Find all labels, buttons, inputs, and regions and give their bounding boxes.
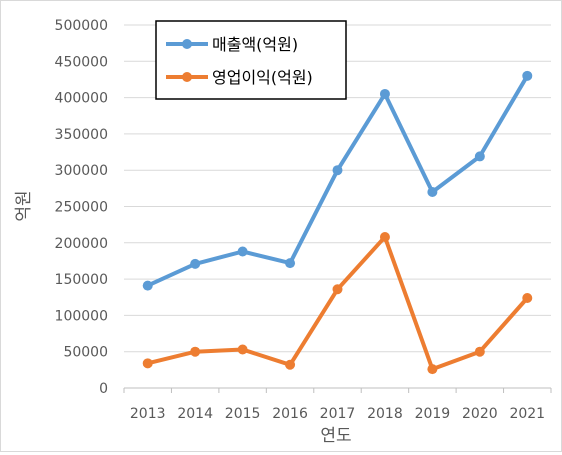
y-tick-label: 250000 (55, 200, 108, 216)
y-tick-label: 150000 (55, 272, 108, 288)
x-tick-label: 2015 (225, 406, 261, 422)
y-tick-label: 50000 (63, 345, 108, 361)
x-tick-label: 2020 (462, 406, 498, 422)
data-point (190, 258, 201, 269)
data-point (522, 292, 533, 303)
x-tick-label: 2018 (367, 406, 403, 422)
axes: 0 50000 100000 150000 200000 250000 300000 3500… (55, 18, 552, 422)
y-tick-label: 400000 (55, 91, 108, 107)
legend-marker-revenue (182, 39, 192, 49)
data-point (142, 358, 153, 369)
data-point (522, 70, 533, 81)
data-point (237, 246, 248, 257)
data-point (285, 258, 296, 269)
data-point (332, 165, 343, 176)
x-tick-label: 2013 (130, 406, 166, 422)
data-point (474, 346, 485, 357)
x-axis-title: 연도 (320, 426, 351, 446)
y-tick-label: 200000 (55, 236, 108, 252)
series-line-1 (147, 235, 529, 372)
data-point (427, 186, 438, 197)
x-tick-label: 2017 (320, 406, 356, 422)
data-point (379, 231, 390, 242)
legend: 매출액(억원) 영업이익(억원) (155, 20, 347, 100)
data-point (142, 280, 153, 291)
legend-box (155, 20, 347, 100)
y-tick-label: 450000 (55, 54, 108, 70)
data-point (379, 88, 390, 99)
data-point (332, 284, 343, 295)
legend-marker-operating-profit (182, 72, 192, 82)
legend-label-revenue: 매출액(억원) (212, 35, 298, 54)
x-tick-label: 2016 (272, 406, 308, 422)
y-tick-label: 100000 (55, 308, 108, 324)
y-tick-label: 300000 (55, 163, 108, 179)
y-tick-label: 350000 (55, 127, 108, 143)
x-tick-label: 2014 (177, 406, 213, 422)
series-group (142, 70, 533, 375)
data-point (190, 346, 201, 357)
legend-label-operating-profit: 영업이익(억원) (212, 68, 313, 87)
y-tick-label: 500000 (55, 18, 108, 34)
data-point (427, 364, 438, 375)
data-point (237, 344, 248, 355)
y-tick-label: 0 (99, 381, 108, 397)
data-point (474, 151, 485, 162)
data-point (285, 359, 296, 370)
x-tick-label: 2019 (415, 406, 451, 422)
series-line-0 (146, 74, 530, 288)
x-tick-label: 2021 (509, 406, 545, 422)
y-axis-title: 억원 (14, 190, 34, 221)
